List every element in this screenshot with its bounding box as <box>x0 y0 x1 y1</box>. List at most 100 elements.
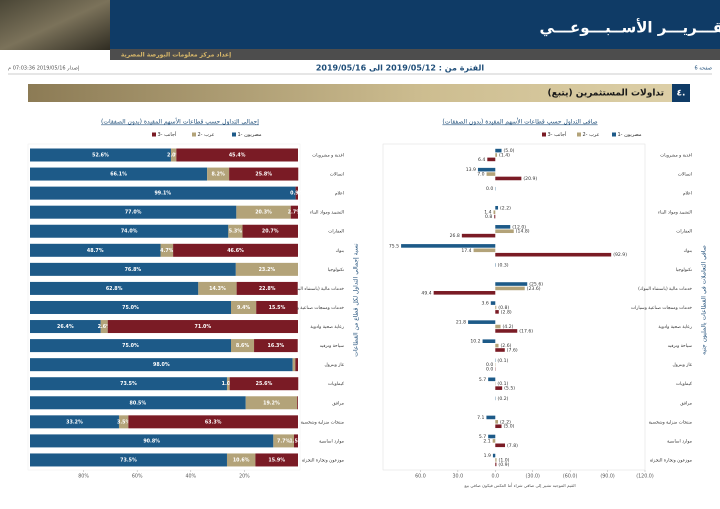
data-label: 33.2% <box>66 419 83 425</box>
data-label: 16.3% <box>268 343 285 349</box>
category-label: غاز وبترول <box>324 363 344 368</box>
header-photo <box>0 0 110 50</box>
data-label: (5.5) <box>504 386 515 392</box>
data-label: 1.9 <box>484 453 491 459</box>
header-strip <box>110 49 720 60</box>
bar <box>495 420 499 424</box>
plot-frame <box>382 143 646 471</box>
legend-label: 3- أجانب <box>158 131 177 138</box>
data-label: 99.1% <box>154 191 171 197</box>
data-label: (2.2) <box>500 205 511 211</box>
bar <box>495 458 497 462</box>
bar-segment <box>254 339 298 353</box>
bar <box>486 172 496 176</box>
bar <box>495 286 525 291</box>
category-label: بنوك <box>336 249 344 254</box>
bar-segment <box>30 186 296 200</box>
category-label: كيماويات <box>328 381 345 387</box>
bar-segment <box>173 243 298 257</box>
bar <box>488 434 496 439</box>
plot-frame <box>27 143 301 471</box>
category-label: خدمات ومنتجات صناعية وسيارات <box>283 306 344 311</box>
data-label: 73.5% <box>120 381 137 387</box>
bar-segment <box>100 320 108 334</box>
data-label: (0.2) <box>498 396 509 402</box>
bar-segment <box>207 167 230 181</box>
category-label: العقارات <box>328 230 344 235</box>
category-label: رعاية صحية وادوية <box>658 325 692 330</box>
bar-segment <box>292 358 296 372</box>
data-label: 46.6% <box>227 248 244 254</box>
category-label: بنوك <box>684 249 692 254</box>
data-label: 7.0 <box>477 172 484 178</box>
data-label: (0.3) <box>498 262 509 268</box>
bar <box>488 377 496 382</box>
category-label: اغذية و مشروبات <box>312 154 344 159</box>
bar <box>495 348 505 352</box>
data-label: (1.0) <box>499 457 510 463</box>
data-label: (12.0) <box>512 224 526 230</box>
category-label: التشييد ومواد البناء <box>658 211 692 216</box>
bar-segment <box>236 281 298 295</box>
bar-segment <box>30 205 237 219</box>
bar <box>494 214 496 219</box>
data-label: 23.2% <box>259 267 276 273</box>
category-label: موارد اساسية <box>319 439 344 444</box>
bar-segment <box>30 358 293 372</box>
data-label: 2.1 <box>483 438 490 444</box>
bar <box>495 229 514 234</box>
bar-segment <box>30 262 236 276</box>
category-label: مرافق <box>680 401 692 406</box>
bar-segment <box>226 377 230 391</box>
section-number: ٤. <box>677 89 686 99</box>
data-label: (5.0) <box>504 148 515 154</box>
data-label: 22.8% <box>259 286 276 292</box>
bar-segment <box>293 434 298 448</box>
data-label: 63.3% <box>205 419 222 425</box>
data-label: 66.1% <box>110 172 127 178</box>
category-label: موزعون وتجارة التجزئة <box>302 458 344 463</box>
data-label: 74.0% <box>121 229 138 235</box>
bar-segment <box>30 281 199 295</box>
data-label: 15.5% <box>269 305 286 311</box>
bar <box>495 386 503 390</box>
bar <box>495 305 497 310</box>
header-band <box>0 0 720 50</box>
data-label: 90.8% <box>143 438 160 444</box>
data-label: 77.0% <box>125 210 142 216</box>
data-label: 3.6 <box>481 301 488 307</box>
data-label: 5.7 <box>479 434 486 440</box>
bar <box>495 462 497 467</box>
bar-segment <box>245 396 298 410</box>
data-label: 14.3% <box>209 286 226 292</box>
bar <box>495 252 612 257</box>
data-label: 1.4 <box>484 210 491 216</box>
bar-segment <box>235 262 298 276</box>
x-tick-label: 40% <box>185 474 196 480</box>
data-label: 62.8% <box>106 286 123 292</box>
category-label: منتجات منزلية وشخصية <box>301 420 344 425</box>
data-label: 15.9% <box>268 457 285 463</box>
page-number: صفحة 6 <box>695 66 712 72</box>
data-label: (1.4) <box>499 153 510 159</box>
data-label: 98.0% <box>153 362 170 368</box>
bar <box>495 148 502 153</box>
bar-segment <box>273 434 294 448</box>
x-tick-label: (30.0) <box>525 474 540 480</box>
report-title: التقـــريـــر الأســبـــوعـــي <box>540 19 720 37</box>
x-tick-label: 20% <box>239 474 250 480</box>
data-label: 73.5% <box>120 457 137 463</box>
legend-label: 2- عرب <box>198 132 215 138</box>
data-label: 52.6% <box>92 153 109 159</box>
data-label: 20.3% <box>255 210 272 216</box>
category-label: اعلام <box>335 192 344 197</box>
category-label: مرافق <box>332 401 344 406</box>
category-label: موارد اساسية <box>667 439 692 444</box>
data-label: 6.4 <box>478 157 485 163</box>
data-label: 25.6% <box>256 381 273 387</box>
category-label: تكنولوجيا <box>676 267 693 273</box>
category-label: خدمات مالية (باستثناء البنوك) <box>290 286 344 292</box>
data-label: 49.4 <box>421 290 431 296</box>
category-label: سياحة وترفيه <box>668 344 693 349</box>
data-label: 80.5% <box>130 400 147 406</box>
